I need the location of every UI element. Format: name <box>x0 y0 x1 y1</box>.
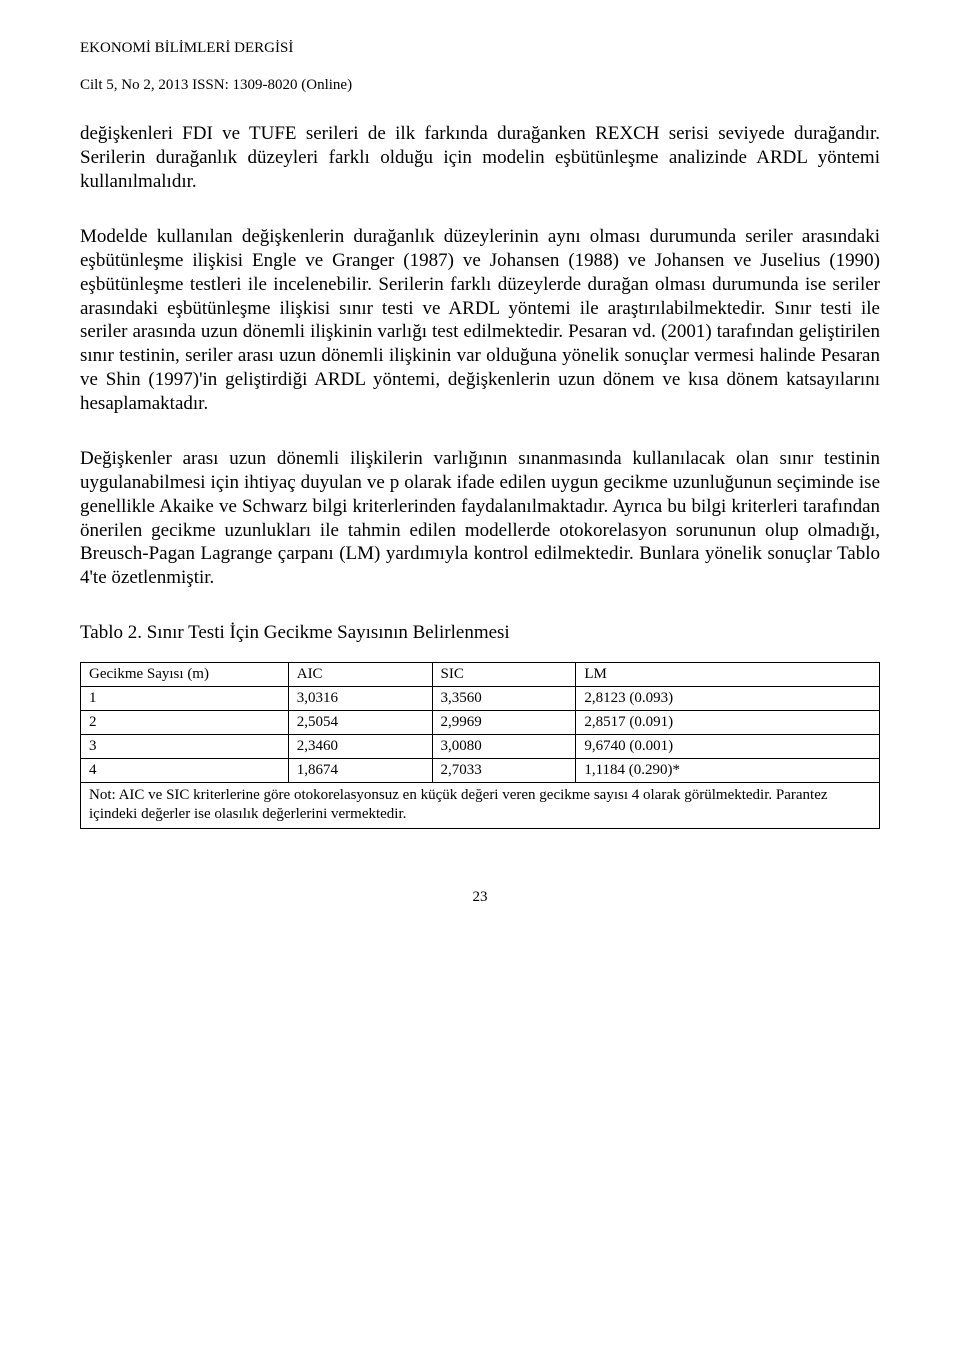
table-cell: 1,1184 (0.290)* <box>576 758 880 782</box>
table-cell: 9,6740 (0.001) <box>576 734 880 758</box>
table-cell: 3,0316 <box>288 686 432 710</box>
table-cell: 2,8123 (0.093) <box>576 686 880 710</box>
table-header-cell: Gecikme Sayısı (m) <box>81 662 289 686</box>
table-note-row: Not: AIC ve SIC kriterlerine göre otokor… <box>81 782 880 828</box>
table-cell: 3,0080 <box>432 734 576 758</box>
table-header-row: Gecikme Sayısı (m) AIC SIC LM <box>81 662 880 686</box>
table-header-cell: SIC <box>432 662 576 686</box>
table-cell: 2,9969 <box>432 710 576 734</box>
table-cell: 3,3560 <box>432 686 576 710</box>
table-cell: 3 <box>81 734 289 758</box>
paragraph-1: değişkenleri FDI ve TUFE serileri de ilk… <box>80 122 880 193</box>
page-number: 23 <box>80 889 880 906</box>
lag-selection-table: Gecikme Sayısı (m) AIC SIC LM 1 3,0316 3… <box>80 662 880 829</box>
table-title: Tablo 2. Sınır Testi İçin Gecikme Sayısı… <box>80 622 880 644</box>
table-note: Not: AIC ve SIC kriterlerine göre otokor… <box>81 782 880 828</box>
table-cell: 1,8674 <box>288 758 432 782</box>
table-row: 1 3,0316 3,3560 2,8123 (0.093) <box>81 686 880 710</box>
table-row: 2 2,5054 2,9969 2,8517 (0.091) <box>81 710 880 734</box>
table-cell: 2 <box>81 710 289 734</box>
table-cell: 2,7033 <box>432 758 576 782</box>
table-header-cell: AIC <box>288 662 432 686</box>
table-cell: 2,5054 <box>288 710 432 734</box>
paragraph-2: Modelde kullanılan değişkenlerin durağan… <box>80 225 880 415</box>
table-row: 3 2,3460 3,0080 9,6740 (0.001) <box>81 734 880 758</box>
journal-title: EKONOMİ BİLİMLERİ DERGİSİ <box>80 40 880 57</box>
table-cell: 2,8517 (0.091) <box>576 710 880 734</box>
paragraph-3: Değişkenler arası uzun dönemli ilişkiler… <box>80 447 880 590</box>
table-cell: 2,3460 <box>288 734 432 758</box>
table-row: 4 1,8674 2,7033 1,1184 (0.290)* <box>81 758 880 782</box>
table-cell: 4 <box>81 758 289 782</box>
journal-issue-info: Cilt 5, No 2, 2013 ISSN: 1309-8020 (Onli… <box>80 77 880 94</box>
table-header-cell: LM <box>576 662 880 686</box>
table-cell: 1 <box>81 686 289 710</box>
